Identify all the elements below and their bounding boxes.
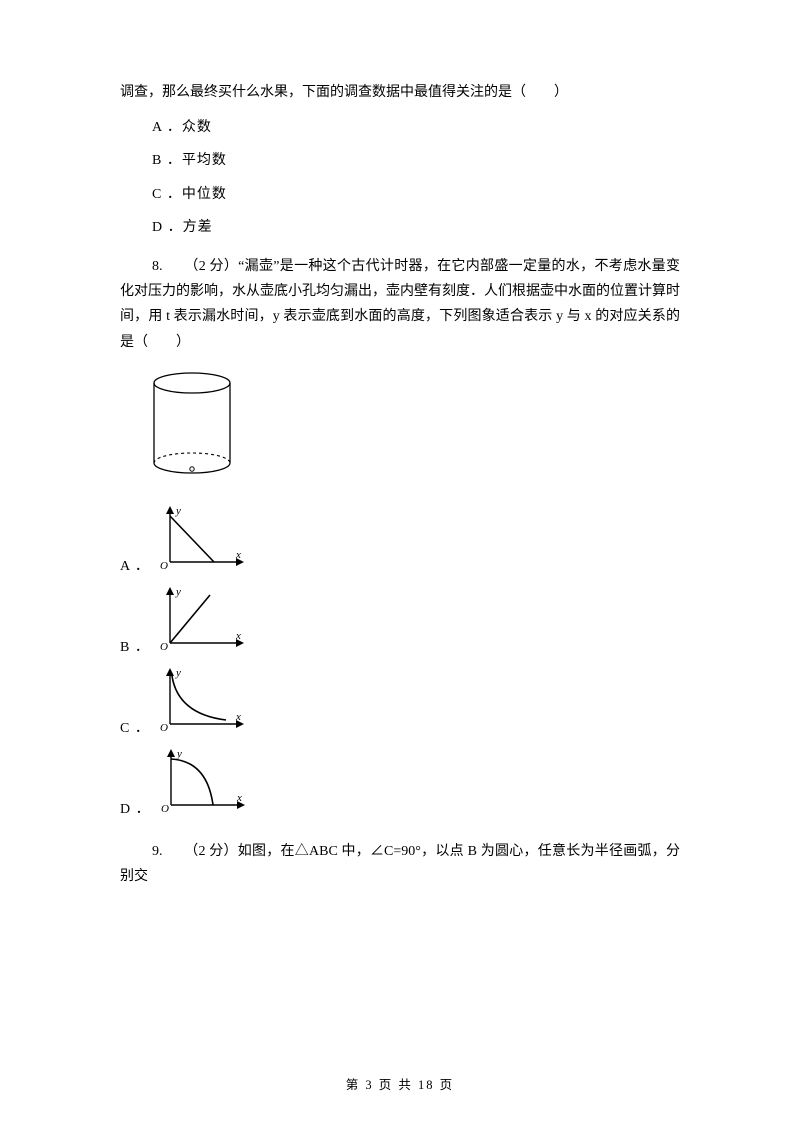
q9-text: 9. （2 分）如图，在△ABC 中，∠C=90°，以点 B 为圆心，任意长为半…: [120, 839, 680, 889]
q7-option-b: B ．平均数: [152, 148, 680, 173]
q7-option-d: D ．方差: [152, 215, 680, 240]
svg-text:y: y: [175, 667, 181, 679]
q8-option-c-row: C ． y O x: [120, 666, 680, 741]
q8-option-d-label: D ．: [120, 797, 151, 822]
svg-text:y: y: [175, 586, 181, 598]
cylinder-icon: [144, 369, 240, 481]
q8-option-d-row: D ． y O x: [120, 747, 680, 822]
axis-o-label: O: [160, 560, 168, 570]
q8-option-c-label: C ．: [120, 716, 150, 741]
q8-option-b-row: B ． y O x: [120, 585, 680, 660]
svg-text:x: x: [236, 792, 242, 804]
page-footer: 第 3 页 共 18 页: [0, 1074, 800, 1097]
page: 调查，那么最终买什么水果，下面的调查数据中最值得关注的是（ ） A ．众数 B …: [0, 0, 800, 1132]
svg-text:x: x: [235, 711, 241, 723]
q8-text: 8. （2 分）“漏壶”是一种这个古代计时器，在它内部盛一定量的水，不考虑水量变…: [120, 254, 680, 355]
q8-option-a-label: A ．: [120, 554, 150, 579]
q8-option-c-graph: y O x: [156, 666, 248, 741]
q8-option-a-graph: y O x: [156, 504, 248, 579]
q8-cylinder-figure: [144, 369, 680, 490]
svg-text:O: O: [160, 641, 168, 651]
q7-continuation: 调查，那么最终买什么水果，下面的调查数据中最值得关注的是（ ）: [120, 80, 680, 105]
q7-option-c: C ．中位数: [152, 182, 680, 207]
svg-text:x: x: [235, 630, 241, 642]
q8-option-b-label: B ．: [120, 635, 150, 660]
svg-text:y: y: [176, 748, 182, 760]
q8-option-a-row: A ． y O x: [120, 504, 680, 579]
svg-text:O: O: [161, 803, 169, 813]
q8-option-b-graph: y O x: [156, 585, 248, 660]
axis-x-label: x: [235, 549, 241, 561]
svg-text:O: O: [160, 722, 168, 732]
axis-y-label: y: [175, 505, 181, 517]
q8-option-d-graph: y O x: [157, 747, 249, 822]
q7-option-a: A ．众数: [152, 115, 680, 140]
